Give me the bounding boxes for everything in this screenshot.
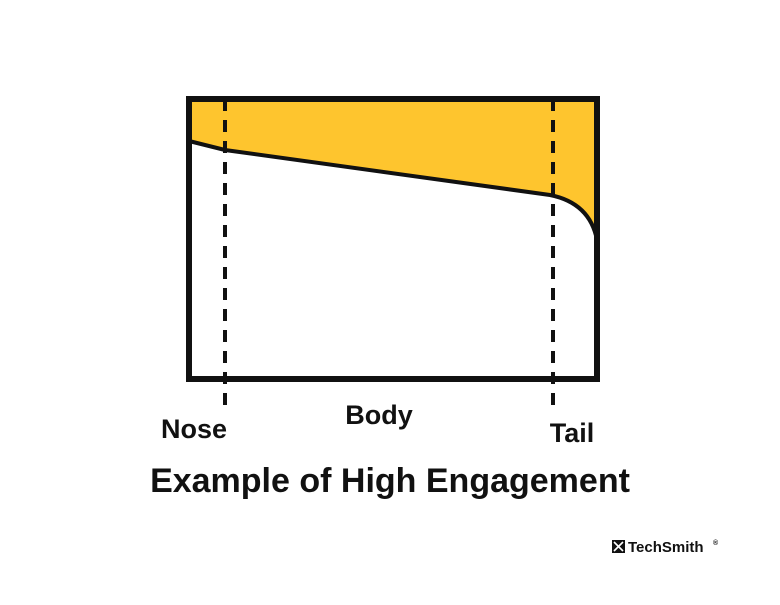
brand-icon-cut (613, 541, 624, 552)
brand-mark: ® (713, 539, 719, 547)
body-label: Body (345, 400, 413, 430)
frame (186, 96, 600, 382)
brand-logo: TechSmith ® (612, 539, 719, 556)
engagement-area (189, 99, 597, 240)
brand-name: TechSmith (628, 539, 704, 556)
tail-label: Tail (550, 418, 595, 448)
nose-label: Nose (161, 414, 227, 444)
title: Example of High Engagement (150, 462, 630, 500)
